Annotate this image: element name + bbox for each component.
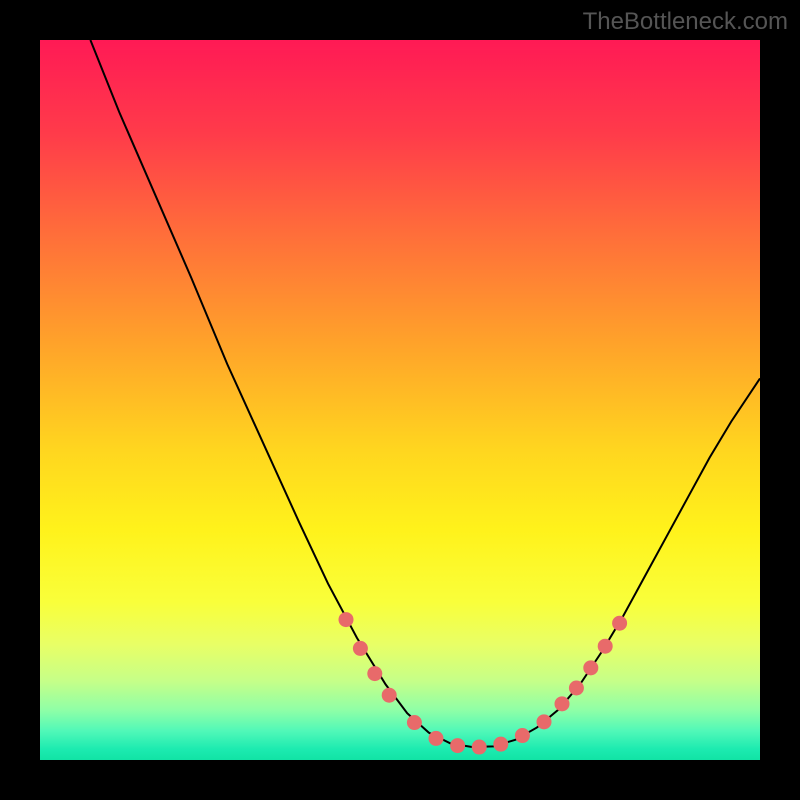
data-marker: [382, 688, 397, 703]
data-marker: [612, 616, 627, 631]
data-marker: [537, 714, 552, 729]
watermark-text: TheBottleneck.com: [583, 8, 788, 36]
data-marker: [367, 666, 382, 681]
plot-gradient-area: [40, 40, 760, 760]
data-marker: [583, 660, 598, 675]
data-marker: [450, 738, 465, 753]
data-marker: [493, 737, 508, 752]
data-marker: [339, 612, 354, 627]
data-marker: [472, 740, 487, 755]
data-marker: [598, 639, 613, 654]
data-marker: [353, 641, 368, 656]
data-marker: [555, 696, 570, 711]
data-marker: [515, 728, 530, 743]
data-marker: [407, 715, 422, 730]
bottleneck-chart: [0, 0, 800, 800]
data-marker: [569, 681, 584, 696]
chart-container: TheBottleneck.com: [0, 0, 800, 800]
data-marker: [429, 731, 444, 746]
